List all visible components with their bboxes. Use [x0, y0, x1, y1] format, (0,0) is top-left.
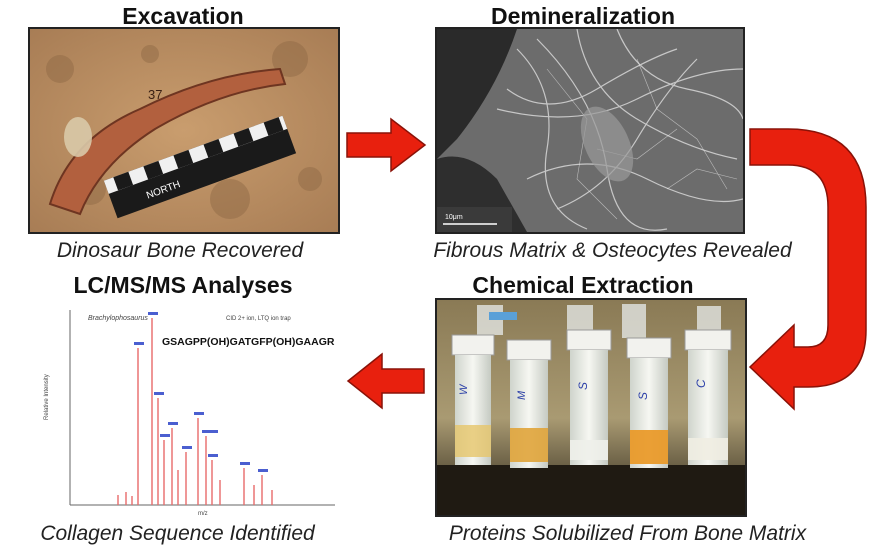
- tube-label-3: S: [576, 382, 590, 390]
- sem-scale-bar-label: 10μm: [445, 214, 463, 221]
- ms-peaks: [117, 318, 273, 505]
- excavation-caption: Dinosaur Bone Recovered: [56, 239, 304, 262]
- demineralization-caption: Fibrous Matrix & Osteocytes Revealed: [433, 239, 792, 262]
- excavation-photo: 37 NORTH: [28, 27, 340, 234]
- bone-number-label: 37: [148, 87, 162, 102]
- arrow-right-icon: [346, 117, 427, 173]
- tube-label-2: M: [516, 390, 528, 400]
- ms-species-label: Brachylophosaurus: [88, 315, 148, 322]
- ms-method-label: CID 2+ ion, LTQ ion trap: [226, 316, 291, 322]
- arrow-left-icon: [346, 352, 425, 410]
- demineralization-title: Demineralization: [490, 3, 676, 29]
- extraction-caption: Proteins Solubilized From Bone Matrix: [448, 522, 807, 545]
- tube-label-1: W: [458, 383, 470, 395]
- ms-spectrum: Brachylophosaurus CID 2+ ion, LTQ ion tr…: [28, 298, 340, 517]
- excavation-title: Excavation: [122, 3, 244, 29]
- extraction-photo: W M S S C: [435, 298, 747, 517]
- lcms-title: LC/MS/MS Analyses: [73, 272, 293, 298]
- extraction-title: Chemical Extraction: [472, 272, 694, 298]
- ms-xlabel: m/z: [198, 511, 208, 517]
- sem-image: 10μm: [435, 27, 745, 234]
- lcms-caption: Collagen Sequence Identified: [40, 522, 315, 545]
- tube-label-4: S: [636, 392, 650, 400]
- tube-label-5: C: [694, 379, 708, 388]
- ms-ylabel: Relative Intensity: [44, 374, 50, 420]
- ms-peptide-sequence: GSAGPP(OH)GATGFP(OH)GAAGR: [162, 336, 335, 348]
- curved-arrow-down-icon: [748, 128, 867, 411]
